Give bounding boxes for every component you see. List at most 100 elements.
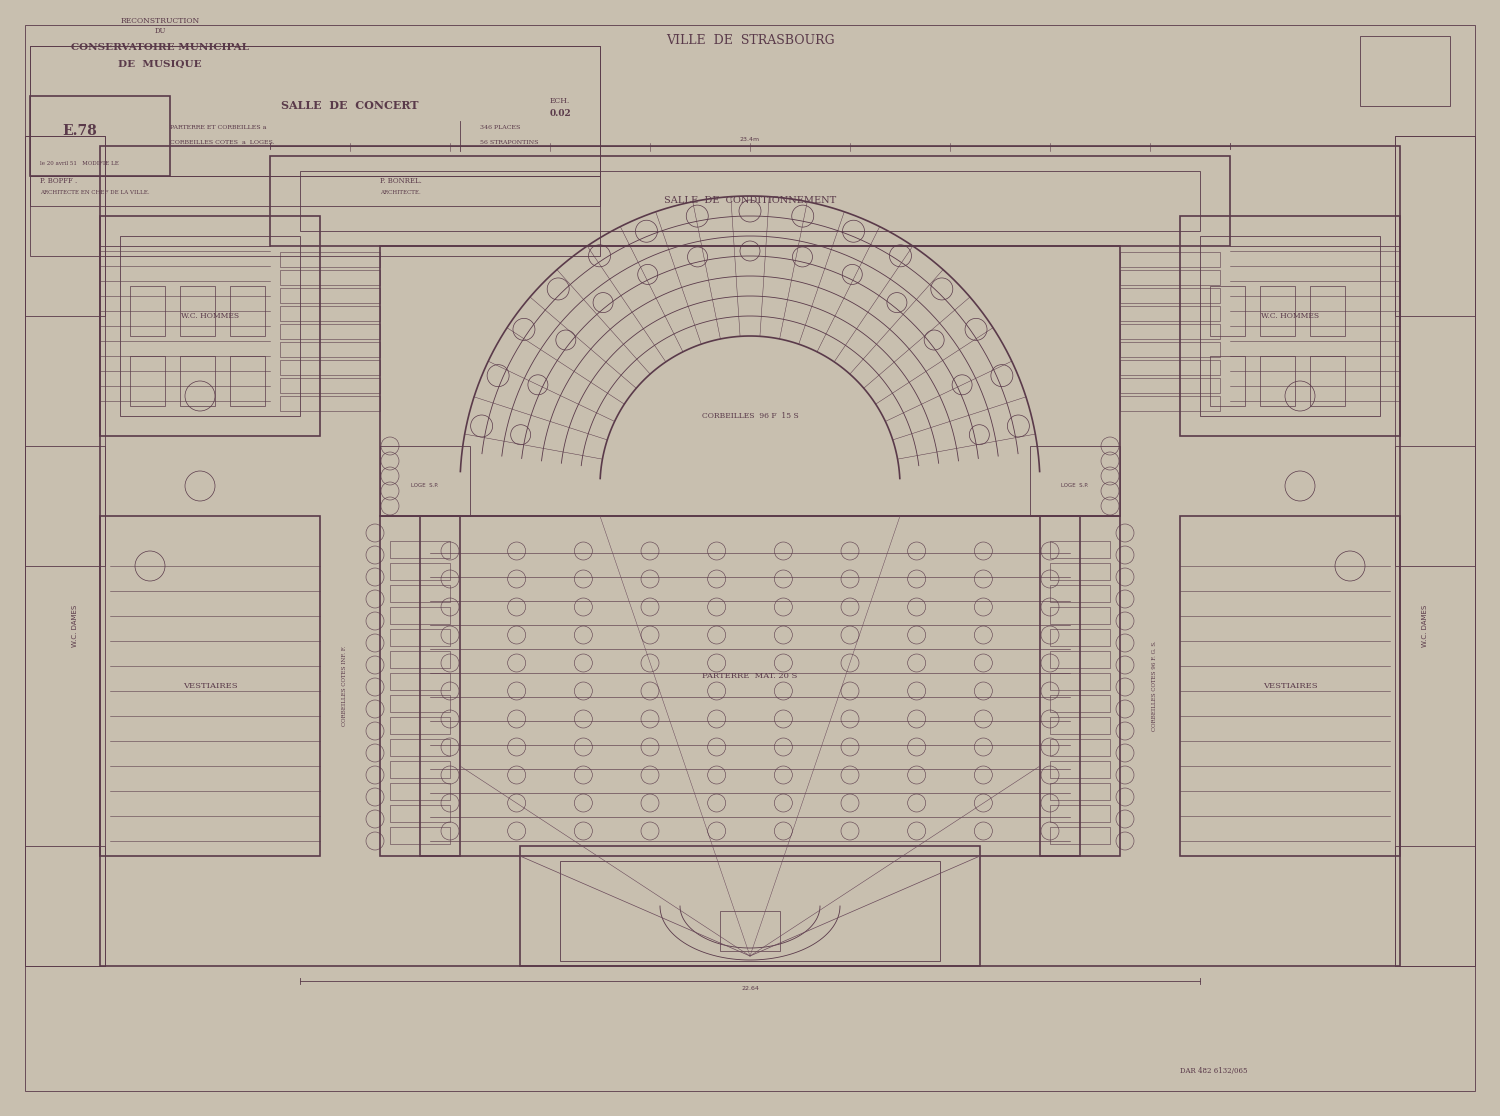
Bar [1120, 341, 1220, 357]
Bar [100, 146, 1400, 966]
Bar [1040, 516, 1120, 856]
Bar [1050, 739, 1110, 756]
Bar [120, 235, 300, 416]
Bar [1120, 306, 1220, 321]
Text: P. BONREL.: P. BONREL. [380, 177, 422, 185]
Bar [1050, 695, 1110, 712]
Text: DE  MUSIQUE: DE MUSIQUE [118, 59, 202, 68]
Bar [230, 356, 266, 406]
Bar [380, 516, 460, 856]
Bar [1395, 136, 1474, 316]
Bar [1310, 356, 1346, 406]
Text: ARCHITECTE EN CHEF DE LA VILLE.: ARCHITECTE EN CHEF DE LA VILLE. [40, 191, 150, 195]
Text: DAR 482 6132/065: DAR 482 6132/065 [1180, 1067, 1248, 1075]
Text: W.C. DAMES: W.C. DAMES [72, 605, 78, 647]
Bar [1050, 562, 1110, 580]
Bar [1360, 36, 1450, 106]
Bar [390, 761, 450, 778]
Text: W.C. DAMES: W.C. DAMES [1422, 605, 1428, 647]
Bar [1030, 446, 1120, 516]
Bar [1120, 288, 1220, 304]
Text: CORBEILLES  96 F  15 S: CORBEILLES 96 F 15 S [702, 412, 798, 420]
Bar [180, 356, 214, 406]
Text: 0.02: 0.02 [549, 109, 572, 118]
Bar [1120, 252, 1220, 267]
Bar [1050, 827, 1110, 844]
Text: RECONSTRUCTION: RECONSTRUCTION [120, 17, 200, 25]
Bar [180, 286, 214, 336]
Text: SALLE  DE  CONCERT: SALLE DE CONCERT [282, 100, 418, 112]
Bar [280, 396, 380, 411]
Text: LOGE  S.P.: LOGE S.P. [1062, 483, 1089, 489]
Text: CORBEILLES COTES 96 F. G. S.: CORBEILLES COTES 96 F. G. S. [1152, 641, 1158, 731]
Bar [270, 156, 1230, 246]
Bar [1050, 783, 1110, 800]
Bar [390, 629, 450, 646]
Bar [1395, 846, 1474, 966]
Bar [1120, 270, 1220, 285]
Text: ECH.: ECH. [550, 97, 570, 105]
Bar [280, 306, 380, 321]
Text: CORBEILLES COTES  a  LOGES.: CORBEILLES COTES a LOGES. [170, 141, 274, 145]
Bar [300, 171, 1200, 231]
Text: 22.64: 22.64 [741, 987, 759, 991]
Bar [100, 217, 320, 436]
Bar [560, 862, 940, 961]
Bar [1050, 761, 1110, 778]
Bar [26, 136, 105, 316]
Bar [130, 286, 165, 336]
Bar [1050, 716, 1110, 734]
Bar [1050, 805, 1110, 822]
Text: CONSERVATOIRE MUNICIPAL: CONSERVATOIRE MUNICIPAL [70, 44, 249, 52]
Bar [280, 378, 380, 393]
Bar [1050, 651, 1110, 668]
Bar [30, 46, 600, 176]
Text: le 20 avril 51   MODIFIE LE: le 20 avril 51 MODIFIE LE [40, 162, 118, 166]
Bar [720, 911, 780, 951]
Text: ARCHITECTE.: ARCHITECTE. [380, 191, 420, 195]
Text: W.C. HOMMES: W.C. HOMMES [182, 312, 238, 320]
Text: E.78: E.78 [63, 124, 98, 138]
Bar [420, 516, 1080, 856]
Bar [390, 739, 450, 756]
Text: DU: DU [154, 27, 165, 35]
Bar [390, 783, 450, 800]
Bar [26, 446, 105, 566]
Text: SALLE  DE  CONDITIONNEMENT: SALLE DE CONDITIONNEMENT [664, 196, 836, 205]
Bar [1050, 607, 1110, 624]
Bar [30, 176, 600, 206]
Bar [1120, 378, 1220, 393]
Bar [1050, 673, 1110, 690]
Bar [1395, 446, 1474, 566]
Bar [1200, 235, 1380, 416]
Bar [280, 324, 380, 339]
Bar [1120, 396, 1220, 411]
Bar [390, 562, 450, 580]
Bar [280, 360, 380, 375]
Bar [1050, 585, 1110, 602]
Bar [390, 651, 450, 668]
Bar [280, 288, 380, 304]
Bar [390, 805, 450, 822]
Bar [1395, 136, 1474, 966]
Bar [230, 286, 266, 336]
Bar [390, 716, 450, 734]
Text: 346 PLACES: 346 PLACES [480, 125, 520, 131]
Text: 56 STRAPONTINS: 56 STRAPONTINS [480, 141, 538, 145]
Text: P. BOPFF .: P. BOPFF . [40, 177, 78, 185]
Bar [100, 516, 320, 856]
Text: W.C. HOMMES: W.C. HOMMES [1262, 312, 1318, 320]
Text: VESTIAIRES: VESTIAIRES [183, 682, 237, 690]
Bar [1180, 516, 1400, 856]
Bar [380, 446, 470, 516]
Bar [1050, 541, 1110, 558]
Bar [280, 252, 380, 267]
Bar [390, 673, 450, 690]
Bar [1120, 360, 1220, 375]
Text: 23.4m: 23.4m [740, 137, 760, 142]
Bar [26, 136, 105, 966]
Bar [280, 270, 380, 285]
Text: LOGE  S.P.: LOGE S.P. [411, 483, 438, 489]
Bar [1260, 356, 1294, 406]
Bar [390, 585, 450, 602]
